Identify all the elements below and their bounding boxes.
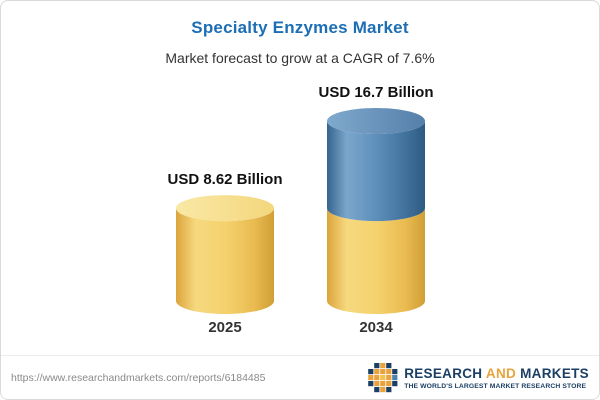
brand-tagline: THE WORLD'S LARGEST MARKET RESEARCH STOR… [404, 382, 587, 390]
cylinder-cap-2034 [327, 108, 425, 134]
logo-text: RESEARCH AND MARKETS THE WORLD'S LARGEST… [404, 366, 589, 390]
chart-title: Specialty Enzymes Market [191, 18, 409, 37]
cylinder-segment-2025-base [176, 208, 274, 314]
brand-markets: MARKETS [520, 365, 589, 381]
footer: https://www.researchandmarkets.com/repor… [1, 355, 599, 399]
chart-subtitle: Market forecast to grow at a CAGR of 7.6… [165, 50, 435, 66]
report-url: https://www.researchandmarkets.com/repor… [11, 371, 266, 384]
category-label-0: 2025 [208, 319, 242, 336]
cylinder-segment-2034-base [327, 208, 425, 314]
category-label-1: 2034 [359, 319, 393, 336]
value-label-1: USD 16.7 Billion [318, 84, 434, 101]
cylinder-cap-2025 [176, 195, 274, 222]
brand-name: RESEARCH AND MARKETS [404, 366, 589, 381]
researchandmarkets-logo: RESEARCH AND MARKETS THE WORLD'S LARGEST… [368, 362, 589, 393]
cylinder-segment-2034-growth [327, 121, 425, 222]
globe-mosaic-icon [368, 362, 398, 392]
value-label-0: USD 8.62 Billion [167, 171, 283, 189]
brand-research: RESEARCH [404, 365, 483, 381]
brand-and: AND [485, 365, 517, 381]
